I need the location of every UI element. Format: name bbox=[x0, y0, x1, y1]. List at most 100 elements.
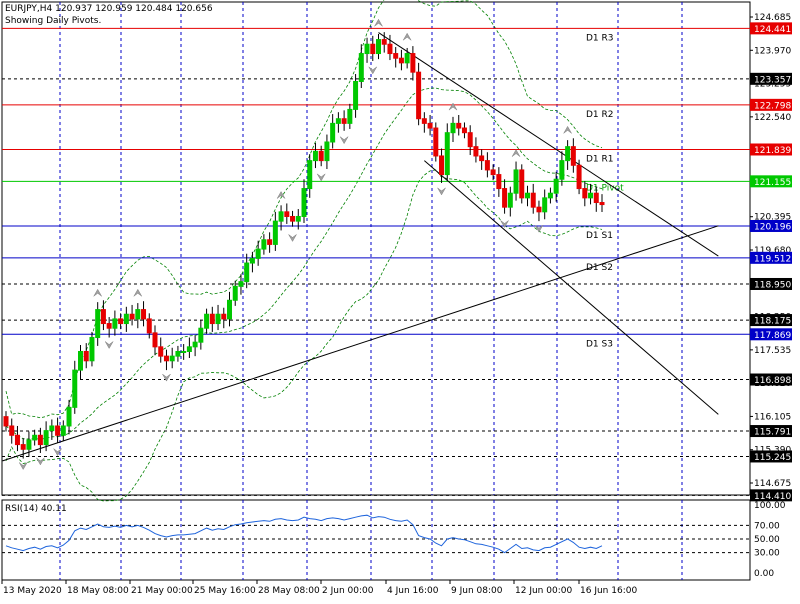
price-tag bbox=[750, 328, 792, 341]
price-tag bbox=[750, 143, 792, 156]
candle-body bbox=[295, 215, 301, 222]
candle-body bbox=[95, 309, 101, 339]
x-tick-label: 12 Jun 00:00 bbox=[515, 586, 572, 596]
x-tick-label: 13 May 2020 bbox=[3, 586, 62, 596]
candle-body bbox=[37, 434, 43, 446]
candle-body bbox=[559, 160, 565, 180]
candle-body bbox=[364, 43, 370, 55]
fractal-up-marker bbox=[511, 149, 521, 157]
y-tick-label: 120.395 bbox=[754, 213, 791, 223]
price-tag bbox=[750, 175, 792, 188]
rsi-tick-label: 70.00 bbox=[754, 521, 780, 531]
candle-body bbox=[284, 211, 290, 217]
candle-body bbox=[376, 39, 381, 55]
pivot-label: D1 R3 bbox=[586, 33, 614, 43]
fractal-up-marker bbox=[563, 125, 572, 134]
rsi-label: RSI(14) 40.11 bbox=[5, 504, 67, 514]
pivot-label: D1 R2 bbox=[586, 110, 614, 120]
pivot-label: D1 Pivot bbox=[586, 183, 624, 193]
price-tag-label: 117.869 bbox=[754, 331, 791, 341]
price-tag bbox=[750, 277, 792, 290]
candle-body bbox=[427, 122, 433, 129]
price-tag bbox=[750, 22, 792, 35]
candle-body bbox=[272, 220, 278, 245]
candle-body bbox=[593, 192, 599, 204]
y-tick-label: 123.970 bbox=[754, 46, 791, 56]
y-tick-label: 119.680 bbox=[754, 246, 791, 256]
candle-body bbox=[421, 118, 427, 124]
candle-body bbox=[456, 122, 462, 129]
candle-body bbox=[192, 341, 198, 348]
ascending-trendline bbox=[2, 225, 719, 462]
candle-body bbox=[370, 43, 376, 55]
candle-body bbox=[141, 309, 147, 320]
candle-body bbox=[565, 146, 571, 162]
bollinger-upper bbox=[5, 0, 603, 419]
candle-body bbox=[78, 350, 83, 371]
candle-body bbox=[307, 160, 313, 190]
price-tag-label: 118.950 bbox=[754, 280, 791, 290]
candle-body bbox=[410, 53, 416, 73]
candle-body bbox=[89, 337, 95, 362]
fractal-up-marker bbox=[374, 18, 383, 27]
price-tag-label: 115.791 bbox=[754, 428, 791, 438]
y-tick-label: 124.685 bbox=[754, 13, 791, 23]
candle-body bbox=[186, 346, 192, 352]
candle-body bbox=[198, 327, 204, 343]
candle-body bbox=[249, 257, 255, 264]
candle-body bbox=[353, 80, 359, 110]
candle-body bbox=[324, 141, 330, 162]
price-tag-label: 121.839 bbox=[754, 146, 791, 156]
candle-body bbox=[43, 430, 49, 446]
fractal-down-marker bbox=[36, 457, 45, 466]
y-tick-label: 114.675 bbox=[754, 479, 791, 489]
candle-body bbox=[547, 192, 553, 199]
x-tick-label: 16 Jun 16:00 bbox=[580, 586, 637, 596]
price-tag bbox=[750, 72, 792, 85]
candle-body bbox=[553, 178, 559, 194]
price-tag bbox=[750, 489, 792, 502]
candle-body bbox=[484, 160, 490, 171]
fractal-down-marker bbox=[162, 373, 171, 382]
y-tick-label: 116.105 bbox=[754, 412, 791, 422]
price-tag-label: 120.196 bbox=[754, 222, 791, 232]
candle-body bbox=[209, 313, 215, 325]
rsi-tick-label: 100.00 bbox=[754, 501, 786, 511]
candle-body bbox=[519, 169, 525, 199]
candle-body bbox=[9, 425, 15, 436]
y-tick-label: 122.540 bbox=[754, 113, 791, 123]
price-tag-label: 114.410 bbox=[754, 492, 791, 502]
candle-body bbox=[588, 192, 594, 199]
candle-body bbox=[204, 313, 210, 329]
candle-body bbox=[439, 155, 445, 176]
candle-body bbox=[387, 43, 393, 55]
candle-body bbox=[123, 313, 129, 325]
candle-body bbox=[118, 318, 124, 325]
candle-body bbox=[175, 350, 181, 357]
candle-body bbox=[60, 425, 66, 436]
pivot-subtitle: Showing Daily Pivots. bbox=[5, 16, 102, 26]
candle-body bbox=[100, 309, 106, 325]
price-tag bbox=[750, 98, 792, 111]
candle-body bbox=[433, 127, 439, 157]
candle-body bbox=[20, 444, 26, 450]
candle-body bbox=[496, 174, 502, 190]
candle-body bbox=[267, 239, 273, 245]
candle-body bbox=[169, 355, 175, 362]
fractal-down-marker bbox=[534, 224, 544, 233]
candle-body bbox=[358, 53, 364, 82]
fractal-up-marker bbox=[402, 32, 412, 41]
candle-body bbox=[507, 192, 513, 208]
fractal-up-marker bbox=[276, 191, 286, 199]
price-tag-label: 119.512 bbox=[754, 254, 791, 264]
candle-body bbox=[335, 118, 341, 124]
x-tick-label: 9 Jun 08:00 bbox=[451, 586, 503, 596]
candle-body bbox=[146, 318, 152, 334]
candle-body bbox=[461, 127, 467, 134]
fractal-down-marker bbox=[53, 448, 62, 457]
candle-body bbox=[152, 332, 158, 348]
price-tag-label: 115.245 bbox=[754, 453, 791, 463]
y-tick-label: 117.535 bbox=[754, 346, 791, 356]
candle-body bbox=[582, 188, 588, 199]
